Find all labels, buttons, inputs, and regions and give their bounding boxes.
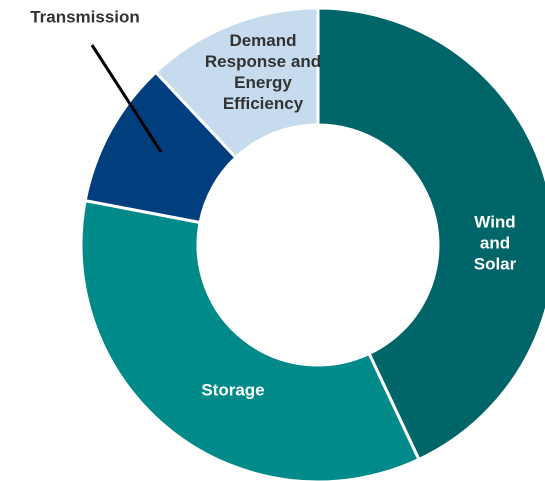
segment-label: Wind and Solar <box>473 212 517 274</box>
donut-segment <box>316 6 545 462</box>
donut-segment <box>153 6 320 160</box>
donut-segment <box>79 198 421 481</box>
segment-label: Demand Response and Energy Efficiency <box>204 31 322 113</box>
leader-line <box>90 44 163 153</box>
segment-label: Storage <box>201 380 265 400</box>
segment-label: Transmission <box>30 7 140 27</box>
